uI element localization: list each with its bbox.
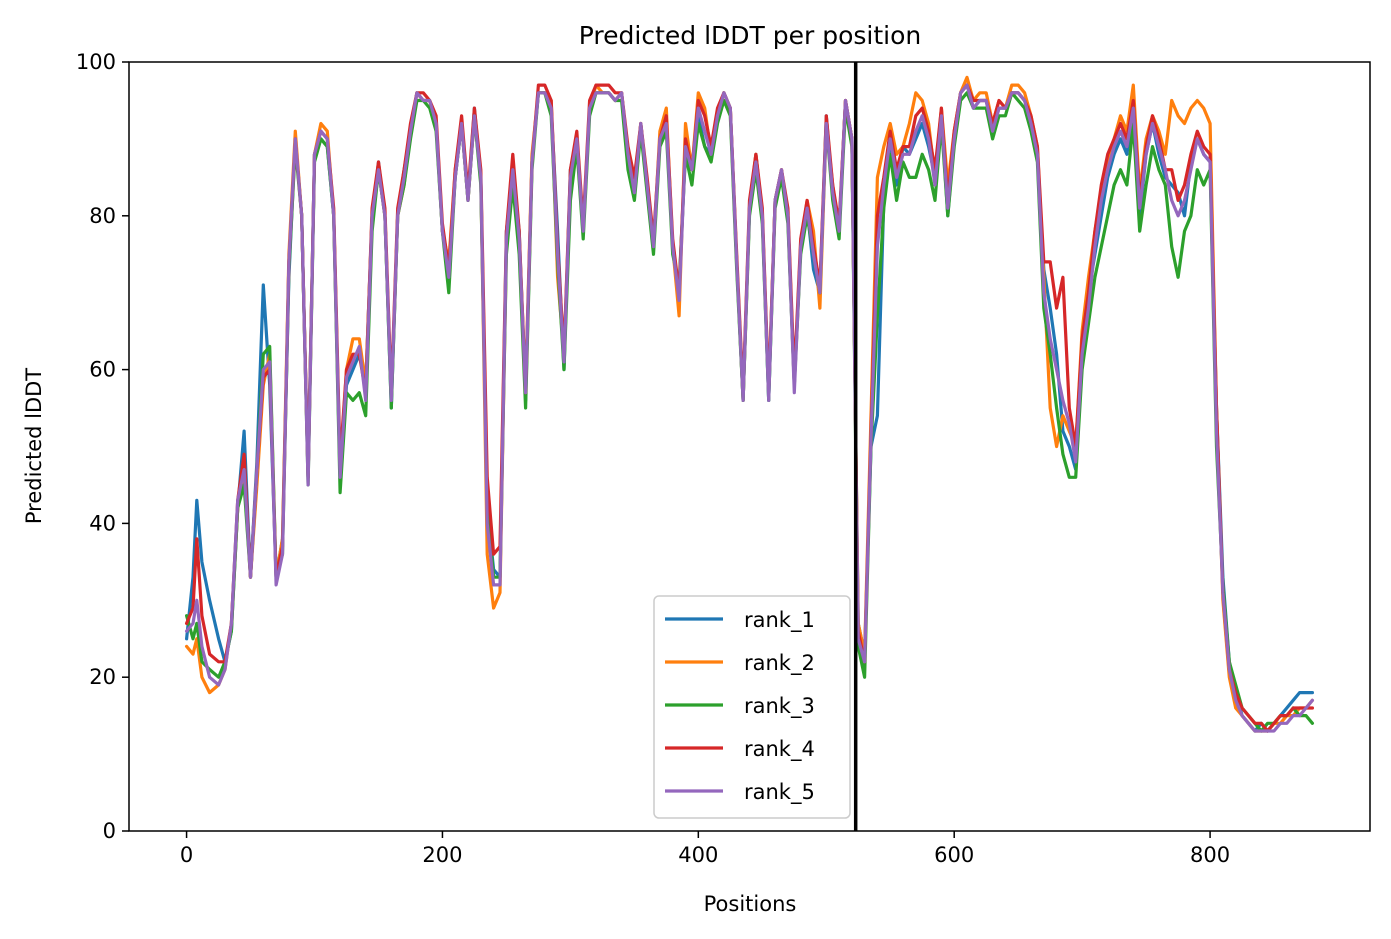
- y-tick-label: 40: [89, 511, 116, 535]
- x-tick-label: 400: [678, 843, 718, 867]
- legend-frame: [653, 595, 851, 819]
- y-tick-label: 0: [103, 819, 116, 843]
- legend-label-rank_5: rank_5: [744, 780, 815, 805]
- x-tick-label: 0: [180, 843, 193, 867]
- legend-label-rank_4: rank_4: [744, 737, 815, 762]
- y-axis: 0 20 40 60 80 100: [76, 50, 129, 843]
- y-axis-title: Predicted lDDT: [22, 368, 46, 524]
- x-axis-title: Positions: [704, 892, 797, 916]
- y-tick-label: 20: [89, 665, 116, 689]
- legend-label-rank_3: rank_3: [744, 694, 815, 719]
- x-tick-label: 600: [934, 843, 974, 867]
- x-tick-label: 200: [422, 843, 462, 867]
- legend-label-rank_1: rank_1: [744, 608, 815, 633]
- y-tick-label: 60: [89, 358, 116, 382]
- series-line-rank_5: [185, 83, 1314, 733]
- legend: rank_1 rank_2 rank_3 rank_4 rank_5: [653, 595, 851, 819]
- y-tick-label: 80: [89, 204, 116, 228]
- axes-frame: [128, 61, 1371, 832]
- x-tick-label: 800: [1190, 843, 1230, 867]
- chart-title: Predicted lDDT per position: [579, 21, 921, 50]
- legend-label-rank_2: rank_2: [744, 651, 815, 676]
- plot-area: [128, 61, 1371, 832]
- y-tick-label: 100: [76, 50, 116, 74]
- series-lines: [185, 75, 1314, 733]
- x-axis: 0 200 400 600 800: [180, 831, 1230, 867]
